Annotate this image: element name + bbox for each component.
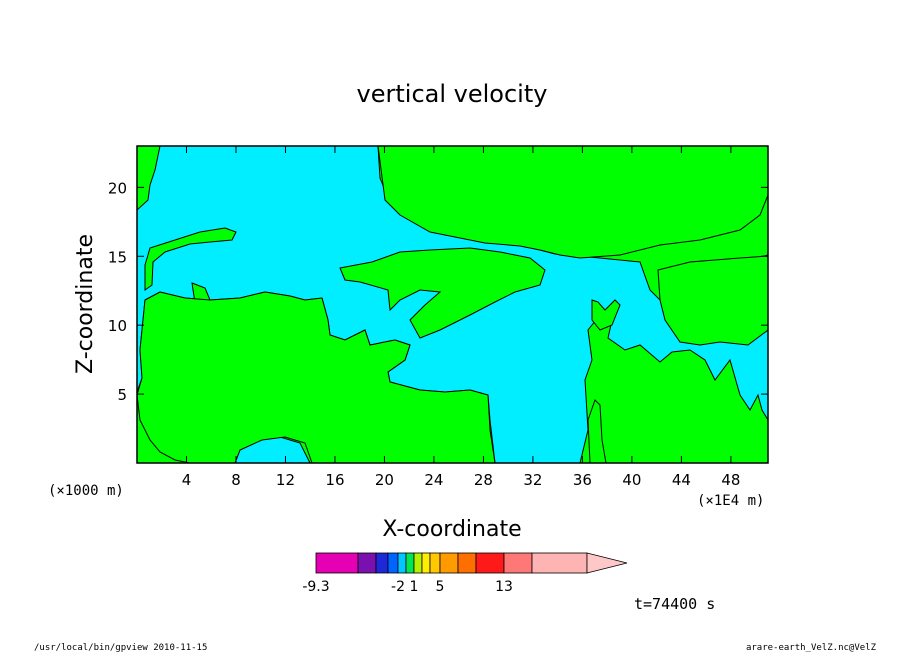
- green-blob-right: [657, 255, 768, 346]
- colorbar-label: 5: [436, 579, 445, 595]
- colorbar-swatch: [429, 552, 441, 574]
- x-tick-label: 44: [672, 471, 691, 489]
- x-axis: 4 8 12 16 20 24 28 32 36 40 44 48: [182, 146, 740, 489]
- contour-islands: [137, 146, 768, 463]
- footer-right: arare-earth_VelZ.nc@VelZ: [746, 643, 877, 653]
- green-spike-1: [591, 299, 621, 331]
- colorbar-swatch: [375, 552, 389, 574]
- y-tick-label: 10: [108, 317, 127, 335]
- y-tick-label: 5: [117, 386, 127, 404]
- colorbar-label: -9.3: [302, 579, 329, 595]
- x-tick-label: 16: [325, 471, 344, 489]
- x-tick-label: 40: [622, 471, 641, 489]
- x-tick-label: 8: [231, 471, 241, 489]
- y-axis: 5 10 15 20: [108, 179, 768, 404]
- colorbar: -9.3 -2 1 5 13: [302, 552, 628, 595]
- y-tick-label: 15: [108, 248, 127, 266]
- x-tick-label: 12: [276, 471, 295, 489]
- colorbar-swatch: [531, 552, 588, 574]
- colorbar-swatch: [439, 552, 459, 574]
- colorbar-swatch: [397, 552, 407, 574]
- colorbar-label: 13: [495, 579, 513, 595]
- colorbar-swatch: [457, 552, 477, 574]
- x-tick-label: 32: [523, 471, 542, 489]
- colorbar-swatch: [387, 552, 399, 574]
- time-label: t=74400 s: [634, 595, 715, 613]
- y-tick-label: 20: [108, 179, 127, 197]
- plot-frame: [136, 145, 769, 464]
- colorbar-swatch: [413, 552, 423, 574]
- colorbar-swatch: [315, 552, 359, 574]
- x-unit-right: (×1E4 m): [697, 493, 764, 509]
- x-tick-label: 4: [182, 471, 192, 489]
- colorbar-arrow: [586, 552, 628, 574]
- green-upper-right: [377, 146, 768, 259]
- colorbar-label: -2: [391, 579, 405, 595]
- x-tick-label: 24: [424, 471, 443, 489]
- green-tongue-central: [339, 247, 546, 339]
- green-band-15: [144, 227, 237, 291]
- x-unit-left: (×1000 m): [48, 483, 124, 499]
- y-axis-title: Z-coordinate: [73, 234, 98, 374]
- x-tick-label: 20: [375, 471, 394, 489]
- green-spike-2: [587, 399, 607, 463]
- footer-left: /usr/local/bin/gpview 2010-11-15: [34, 643, 207, 653]
- x-tick-label: 28: [474, 471, 493, 489]
- chart-title: vertical velocity: [357, 80, 548, 108]
- colorbar-swatch: [475, 552, 505, 574]
- green-lower-left: [137, 291, 496, 463]
- colorbar-swatch: [421, 552, 431, 574]
- x-axis-title: X-coordinate: [382, 517, 521, 542]
- colorbar-swatch: [405, 552, 415, 574]
- x-tick-label: 36: [573, 471, 592, 489]
- x-tick-label: 48: [721, 471, 740, 489]
- colorbar-label: 1: [410, 579, 419, 595]
- colorbar-swatch: [503, 552, 533, 574]
- colorbar-swatch: [357, 552, 377, 574]
